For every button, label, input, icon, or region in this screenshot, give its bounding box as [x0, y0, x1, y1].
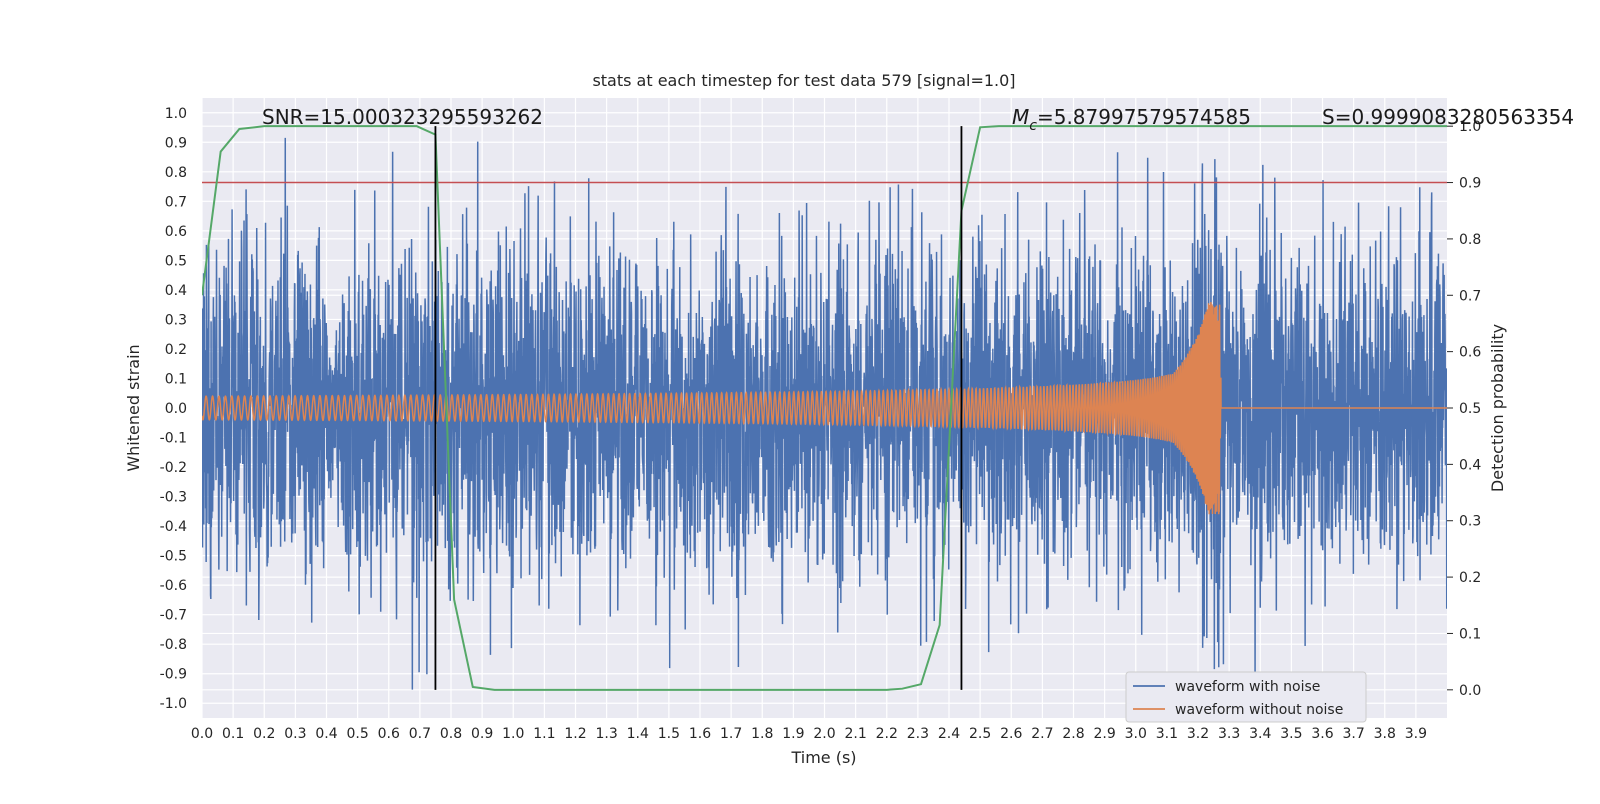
x-tick-label: 1.0: [502, 726, 524, 742]
x-tick-label: 1.9: [782, 726, 804, 742]
x-tick-label: 2.6: [1000, 726, 1022, 742]
y-right-tick-label: 0.2: [1459, 570, 1481, 586]
y-left-tick-label: 0.0: [165, 401, 187, 417]
y-left-tick-label: -0.5: [160, 549, 187, 565]
y-right-tick-label: 0.7: [1459, 288, 1481, 304]
y-left-tick-label: -1.0: [160, 696, 187, 712]
y-left-tick-label: -0.7: [160, 608, 187, 624]
x-tick-label: 3.7: [1342, 726, 1364, 742]
x-tick-label: 3.1: [1156, 726, 1178, 742]
x-tick-label: 0.3: [284, 726, 306, 742]
series-waveform-with-noise: [202, 137, 1447, 690]
chart-title: stats at each timestep for test data 579…: [592, 71, 1015, 90]
y-left-tick-label: -0.6: [160, 578, 187, 594]
y-right-tick-label: 0.3: [1459, 514, 1481, 530]
x-tick-label: 2.2: [876, 726, 898, 742]
y-left-tick-label: -0.4: [160, 519, 187, 535]
x-tick-label: 0.1: [222, 726, 244, 742]
x-tick-label: 1.6: [689, 726, 711, 742]
x-tick-label: 2.1: [844, 726, 866, 742]
x-tick-label: 3.6: [1311, 726, 1333, 742]
x-tick-label: 2.4: [938, 726, 960, 742]
y-right-tick-label: 1.0: [1459, 119, 1481, 135]
x-tick-label: 1.1: [533, 726, 555, 742]
y-left-tick-label: -0.2: [160, 460, 187, 476]
x-tick-label: 1.2: [564, 726, 586, 742]
x-tick-label: 2.5: [969, 726, 991, 742]
y-left-tick-label: 0.4: [165, 283, 187, 299]
series-layer: [202, 125, 1447, 691]
legend: waveform with noise waveform without noi…: [1125, 671, 1367, 723]
chirp-mass-value: =5.87997579574585: [1037, 105, 1251, 129]
chirp-mass-subscript: c: [1029, 118, 1037, 134]
x-tick-label: 0.8: [440, 726, 462, 742]
x-tick-label: 1.5: [658, 726, 680, 742]
x-tick-label: 0.7: [409, 726, 431, 742]
y-left-tick-label: 0.9: [165, 135, 187, 151]
y-left-tick-label: 0.3: [165, 312, 187, 328]
x-axis-label: Time (s): [790, 748, 856, 767]
x-tick-label: 3.5: [1280, 726, 1302, 742]
s-annotation: S=0.9999083280563354: [1322, 105, 1574, 129]
legend-box: [1125, 671, 1367, 723]
y-left-tick-label: -0.1: [160, 431, 187, 447]
y-right-tick-label: 0.0: [1459, 683, 1481, 699]
y-right-tick-label: 0.6: [1459, 345, 1481, 361]
y-left-tick-label: -0.3: [160, 490, 187, 506]
y-right-tick-label: 0.5: [1459, 401, 1481, 417]
chirp-mass-symbol: M: [1012, 105, 1029, 129]
y-right-tick-label: 0.8: [1459, 232, 1481, 248]
y-right-tick-label: 0.9: [1459, 176, 1481, 192]
y-left-tick-label: 0.7: [165, 194, 187, 210]
y-left-tick-label: -0.9: [160, 667, 187, 683]
x-tick-label: 0.6: [378, 726, 400, 742]
y-axis-left-label: Whitened strain: [124, 344, 143, 471]
y-axis-right-label: Detection probability: [1488, 324, 1507, 492]
y-left-tick-label: 1.0: [165, 106, 187, 122]
x-tick-label: 3.2: [1187, 726, 1209, 742]
x-tick-label: 1.4: [627, 726, 649, 742]
y-axis-right-ticks: 1.0 0.9 0.8 0.7 0.6 0.5 0.4 0.3 0.2 0.1 0.0: [1447, 119, 1481, 699]
x-tick-label: 3.0: [1125, 726, 1147, 742]
x-tick-label: 2.3: [907, 726, 929, 742]
x-tick-label: 2.9: [1093, 726, 1115, 742]
x-tick-label: 3.9: [1405, 726, 1427, 742]
x-tick-label: 2.8: [1062, 726, 1084, 742]
series-waveform-without-noise: [202, 302, 1447, 515]
x-tick-label: 1.8: [751, 726, 773, 742]
y-left-tick-label: 0.6: [165, 224, 187, 240]
y-left-tick-label: 0.2: [165, 342, 187, 358]
x-tick-label: 0.9: [471, 726, 493, 742]
y-left-tick-label: -0.8: [160, 637, 187, 653]
y-left-tick-label: 0.1: [165, 371, 187, 387]
legend-label-noise: waveform with noise: [1175, 679, 1320, 695]
y-left-tick-label: 0.8: [165, 165, 187, 181]
x-tick-label: 3.3: [1218, 726, 1240, 742]
x-tick-label: 3.8: [1374, 726, 1396, 742]
x-tick-label: 0.5: [346, 726, 368, 742]
x-tick-label: 0.2: [253, 726, 275, 742]
y-right-tick-label: 0.1: [1459, 626, 1481, 642]
x-tick-label: 1.3: [595, 726, 617, 742]
series-detection-probability: [202, 125, 1447, 691]
x-tick-label: 1.7: [720, 726, 742, 742]
snr-annotation: SNR=15.000323295593262: [262, 105, 543, 129]
legend-label-clean: waveform without noise: [1175, 702, 1343, 718]
y-left-tick-label: 0.5: [165, 253, 187, 269]
x-tick-label: 3.4: [1249, 726, 1271, 742]
x-tick-label: 0.4: [315, 726, 337, 742]
y-right-tick-label: 0.4: [1459, 457, 1481, 473]
chirp-mass-annotation: Mc=5.87997579574585: [1012, 105, 1251, 134]
x-axis-ticks: 0.0 0.1 0.2 0.3 0.4 0.5 0.6 0.7 0.8 0.9 1.0 1.1 1.2 1…: [191, 726, 1427, 742]
x-tick-label: 2.0: [813, 726, 835, 742]
y-axis-left-ticks: 1.0 0.9 0.8 0.7 0.6 0.5 0.4 0.3 0.2 0.1 0.0 -0.1 -0.…: [160, 106, 187, 712]
x-tick-label: 2.7: [1031, 726, 1053, 742]
x-tick-label: 0.0: [191, 726, 213, 742]
